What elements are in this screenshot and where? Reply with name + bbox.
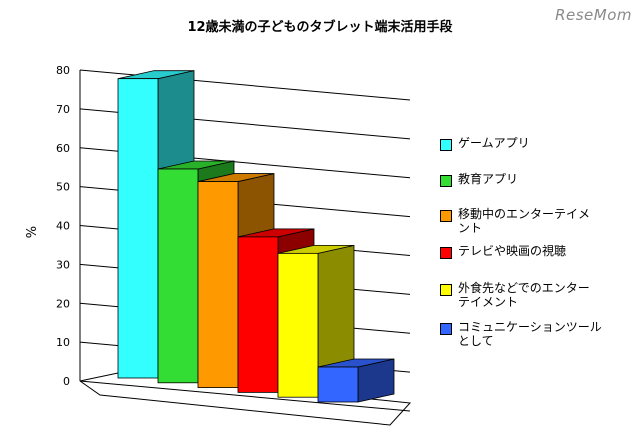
y-tick-label: 20 (56, 297, 70, 310)
bar-2 (157, 168, 199, 384)
bar-6 (317, 366, 359, 403)
legend-label: コミュニケーションツール として (458, 320, 602, 348)
watermark-logo: ReseMom (555, 6, 632, 24)
legend-item: テレビや映画の視聴 (440, 244, 635, 259)
legend-swatch (440, 284, 452, 296)
y-tick-label: 40 (56, 220, 70, 233)
legend-item: コミュニケーションツール として (440, 320, 635, 348)
y-tick-label: 0 (63, 375, 70, 388)
legend-swatch (440, 139, 452, 151)
legend-item: 外食先などでのエンター テイメント (440, 281, 635, 309)
legend-swatch (440, 210, 452, 222)
legend-swatch (440, 175, 452, 187)
bar-1 (117, 78, 159, 379)
bar-3 (197, 181, 239, 389)
chart-title: 12歳未満の子どものタブレット端末活用手段 (187, 20, 453, 35)
legend-swatch (440, 323, 452, 335)
legend-label: ゲームアプリ (458, 136, 530, 150)
legend-label: 教育アプリ (458, 172, 519, 186)
y-tick-label: 70 (56, 103, 70, 116)
y-tick-label: 50 (56, 181, 70, 194)
legend-label: 外食先などでのエンター テイメント (458, 281, 590, 309)
legend-item: 移動中のエンターテイメ ント (440, 207, 635, 235)
legend-label: 移動中のエンターテイメ ント (458, 207, 591, 235)
legend-item: 教育アプリ (440, 172, 635, 187)
bar-4 (237, 236, 279, 393)
gridline (79, 380, 411, 412)
legend-label: テレビや映画の視聴 (458, 244, 567, 258)
y-tick-label: 80 (56, 64, 70, 77)
chart-floor (79, 372, 412, 426)
legend-swatch (440, 247, 452, 259)
legend-item: ゲームアプリ (440, 136, 635, 151)
y-tick-label: 10 (56, 336, 70, 349)
y-axis-label: % (25, 226, 40, 238)
bar-5 (277, 252, 319, 398)
y-tick-label: 30 (56, 258, 70, 271)
y-tick-label: 60 (56, 142, 70, 155)
